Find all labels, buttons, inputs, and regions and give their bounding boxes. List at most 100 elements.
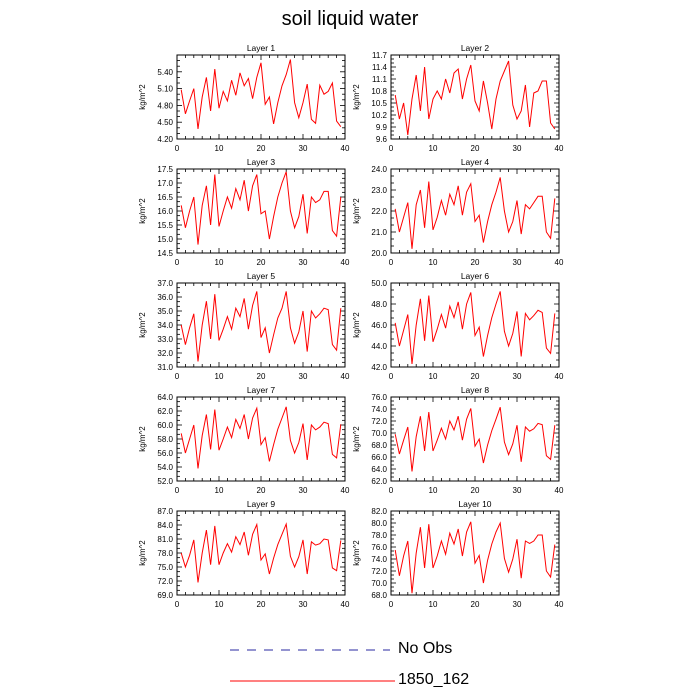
panel-10-ytick-label: 78.0: [371, 531, 387, 540]
panel-6-ytick-label: 50.0: [371, 279, 387, 288]
legend-line-no-obs: [230, 649, 390, 651]
panel-10-xtick-label: 30: [513, 600, 522, 609]
panel-3-title: Layer 3: [247, 157, 276, 167]
panel-1-ytick-label: 4.50: [157, 118, 173, 127]
panel-4-title: Layer 4: [461, 157, 490, 167]
panel-9-ytick-label: 81.0: [157, 535, 173, 544]
panel-4-xtick-label: 0: [389, 258, 394, 267]
panel-10-ytick-label: 76.0: [371, 543, 387, 552]
panel-6-xtick-label: 30: [513, 372, 522, 381]
panel-5-xtick-label: 10: [215, 372, 224, 381]
panel-3-ytick-label: 17.5: [157, 165, 173, 174]
panel-10-xtick-label: 20: [471, 600, 480, 609]
panel-7-ylabel: kg/m^2: [138, 426, 147, 452]
panel-6-ytick-label: 44.0: [371, 342, 387, 351]
panel-7-ytick-label: 54.0: [157, 463, 173, 472]
panel-4-xtick-label: 40: [555, 258, 564, 267]
panel-7-ytick-label: 60.0: [157, 421, 173, 430]
panel-2-ylabel: kg/m^2: [352, 84, 361, 110]
panel-5-ytick-label: 31.0: [157, 363, 173, 372]
panel-2-ytick-label: 10.5: [371, 99, 387, 108]
panel-1-title: Layer 1: [247, 43, 276, 53]
panel-5-series-line: [180, 291, 342, 362]
panel-10-ytick-label: 80.0: [371, 519, 387, 528]
panel-8-ytick-label: 72.0: [371, 417, 387, 426]
panel-6-xtick-label: 0: [389, 372, 394, 381]
panel-9-ytick-label: 84.0: [157, 521, 173, 530]
legend-entry-1850-162: 1850_162: [230, 671, 530, 691]
panel-4-ytick-label: 24.0: [371, 165, 387, 174]
panel-6-xtick-label: 10: [429, 372, 438, 381]
panel-3-xtick-label: 20: [257, 258, 266, 267]
panel-7-ytick-label: 52.0: [157, 477, 173, 486]
panel-7-ytick-label: 56.0: [157, 449, 173, 458]
panel-2-ytick-label: 10.8: [371, 87, 387, 96]
panel-2-xtick-label: 40: [555, 144, 564, 153]
panel-9-title: Layer 9: [247, 499, 276, 509]
panel-3-xtick-label: 40: [341, 258, 350, 267]
panel-8-xtick-label: 10: [429, 486, 438, 495]
panel-8-ytick-label: 74.0: [371, 405, 387, 414]
panel-3-xtick-label: 30: [299, 258, 308, 267]
panel-5-ytick-label: 32.0: [157, 349, 173, 358]
panel-7-ytick-label: 58.0: [157, 435, 173, 444]
panel-5-xtick-label: 20: [257, 372, 266, 381]
panel-5-ytick-label: 33.0: [157, 335, 173, 344]
panel-7-xtick-label: 0: [175, 486, 180, 495]
panel-1-xtick-label: 10: [215, 144, 224, 153]
panel-2-xtick-label: 30: [513, 144, 522, 153]
panel-8-ytick-label: 64.0: [371, 465, 387, 474]
panel-10-xtick-label: 40: [555, 600, 564, 609]
figure-title: soil liquid water: [281, 8, 419, 30]
panel-8-ytick-label: 66.0: [371, 453, 387, 462]
panel-4-xtick-label: 10: [429, 258, 438, 267]
panel-1-series-line: [180, 59, 342, 129]
panel-1-xtick-label: 20: [257, 144, 266, 153]
panel-6-series-line: [394, 291, 556, 364]
panel-9-xtick-label: 10: [215, 600, 224, 609]
panel-10-xtick-label: 10: [429, 600, 438, 609]
panel-1-xtick-label: 40: [341, 144, 350, 153]
panel-9-xtick-label: 40: [341, 600, 350, 609]
panel-8-ylabel: kg/m^2: [352, 426, 361, 452]
panel-9-ytick-label: 69.0: [157, 591, 173, 600]
panel-8-title: Layer 8: [461, 385, 490, 395]
panel-6-ylabel: kg/m^2: [352, 312, 361, 338]
panel-1-xtick-label: 30: [299, 144, 308, 153]
panel-6-ytick-label: 48.0: [371, 300, 387, 309]
panel-2-ytick-label: 11.1: [372, 75, 388, 84]
panel-1-xtick-label: 0: [175, 144, 180, 153]
panel-6-ytick-label: 42.0: [371, 363, 387, 372]
panel-10-xtick-label: 0: [389, 600, 394, 609]
panel-10-series-line: [394, 521, 556, 594]
panel-10-ytick-label: 68.0: [371, 591, 387, 600]
panel-3-ytick-label: 17.0: [157, 179, 173, 188]
panel-4-ytick-label: 22.0: [371, 207, 387, 216]
panel-3-xtick-label: 0: [175, 258, 180, 267]
panel-7-series-line: [180, 406, 342, 469]
panel-5-title: Layer 5: [247, 271, 276, 281]
panel-9-ytick-label: 78.0: [157, 549, 173, 558]
panel-8-ytick-label: 62.0: [371, 477, 387, 486]
panel-10-ytick-label: 70.0: [371, 579, 387, 588]
panel-9-ylabel: kg/m^2: [138, 540, 147, 566]
panel-4-ytick-label: 21.0: [371, 228, 387, 237]
panel-1-ytick-label: 5.40: [157, 68, 173, 77]
panel-10-title: Layer 10: [458, 499, 491, 509]
panel-8-xtick-label: 30: [513, 486, 522, 495]
panel-5-xtick-label: 30: [299, 372, 308, 381]
panel-8-xtick-label: 40: [555, 486, 564, 495]
panel-3-series-line: [180, 171, 342, 245]
panel-10-ytick-label: 72.0: [371, 567, 387, 576]
panel-7-xtick-label: 30: [299, 486, 308, 495]
panel-8-series-line: [394, 407, 556, 472]
panel-1-ytick-label: 4.80: [157, 101, 173, 110]
panel-1-ytick-label: 4.20: [157, 135, 173, 144]
panel-4-xtick-label: 20: [471, 258, 480, 267]
panel-3-ytick-label: 14.5: [157, 249, 173, 258]
panel-2-ytick-label: 11.4: [372, 63, 388, 72]
panel-9-xtick-label: 30: [299, 600, 308, 609]
panel-5-ytick-label: 37.0: [157, 279, 173, 288]
panel-4-frame: [390, 168, 560, 254]
